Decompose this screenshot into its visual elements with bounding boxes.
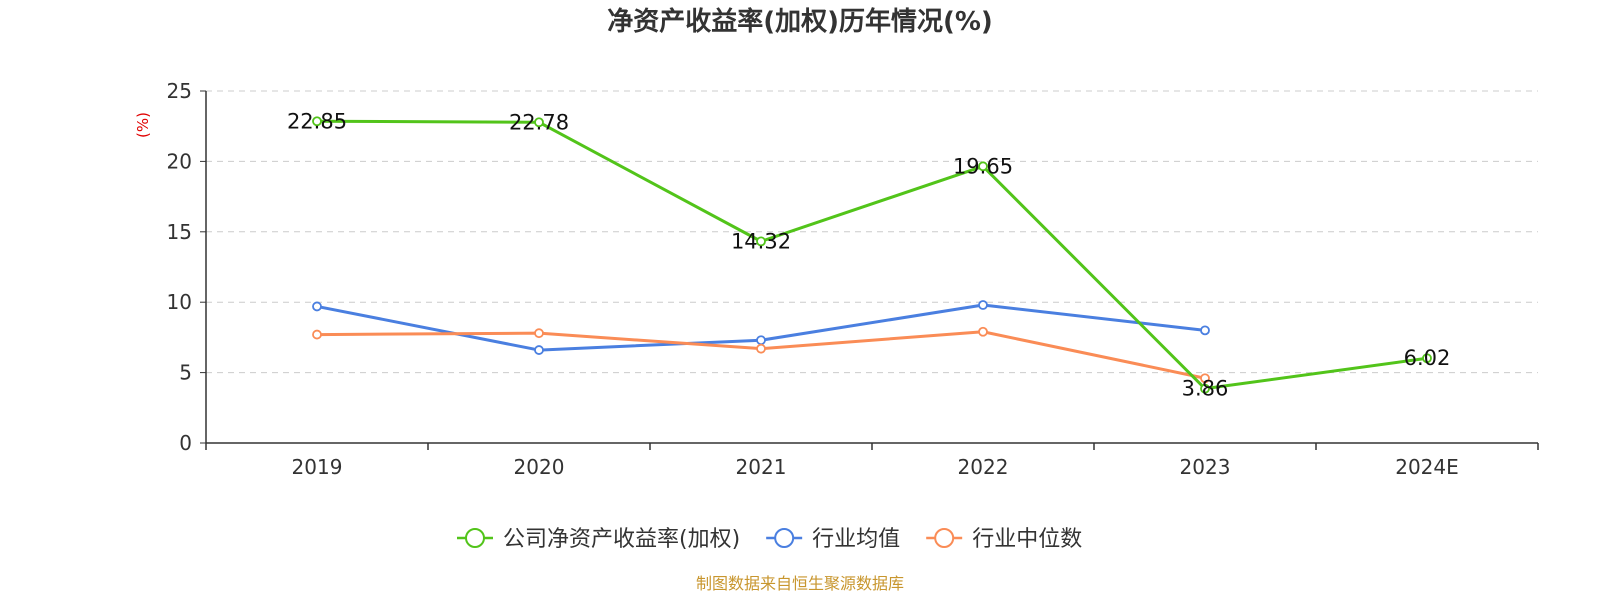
legend-item[interactable]: 行业中位数 [926,527,1082,552]
x-tick-label: 2022 [958,455,1009,479]
data-label: 19.65 [953,154,1013,178]
data-point [756,343,766,354]
y-tick-label: 15 [167,220,192,244]
data-point [756,335,766,346]
data-point [312,301,322,312]
data-point [1422,353,1432,364]
x-tick-label: 2020 [514,455,565,479]
data-point [312,116,322,127]
legend-label: 行业均值 [812,527,900,552]
legend-item[interactable]: 公司净资产收益率(加权) [457,527,740,552]
y-tick-label: 5 [179,361,192,385]
gridlines [206,90,1538,374]
series-lines [312,116,1432,394]
legend-swatch-marker [934,528,955,548]
data-label: 6.02 [1404,346,1451,370]
data-point [756,236,766,247]
data-label: 22.85 [287,109,347,133]
source-note: 制图数据来自恒生聚源数据库 [696,574,904,593]
legend-swatch-marker [465,528,485,548]
data-labels: 22.85 22.78 14.32 19.65 3.86 6.02 [287,109,1450,400]
legend: 公司净资产收益率(加权) 行业均值 行业中位数 [457,527,1082,552]
data-point [1200,373,1210,384]
legend-item[interactable]: 行业均值 [766,527,900,552]
x-tick-label: 2019 [292,455,343,479]
data-point [1200,383,1210,394]
legend-label: 行业中位数 [972,527,1082,552]
y-axis-label: (%) [134,112,152,138]
x-tick-label: 2023 [1180,455,1231,479]
data-point [978,161,988,172]
series-line [316,119,1428,391]
data-point [312,329,322,340]
chart-title: 净资产收益率(加权)历年情况(%) [607,6,993,37]
data-point [534,117,544,128]
y-tick-label: 10 [167,290,192,314]
data-label: 22.78 [509,110,569,134]
y-tick-label: 0 [179,431,192,455]
x-tick-label: 2024E [1395,455,1459,479]
y-tick-label: 20 [167,149,192,173]
data-point [978,326,988,337]
data-point [534,345,544,355]
data-label: 14.32 [731,229,791,253]
legend-swatch-marker [774,528,795,548]
x-tick-label: 2021 [736,455,787,479]
axes: 0 5 10 15 20 25 2019 2020 2021 2022 2023 2024E [167,79,1539,479]
data-label: 3.86 [1182,377,1229,401]
y-tick-label: 25 [167,79,192,103]
data-point [1200,325,1210,336]
data-point [978,300,988,310]
data-point [534,328,544,339]
legend-label: 公司净资产收益率(加权) [503,527,740,552]
